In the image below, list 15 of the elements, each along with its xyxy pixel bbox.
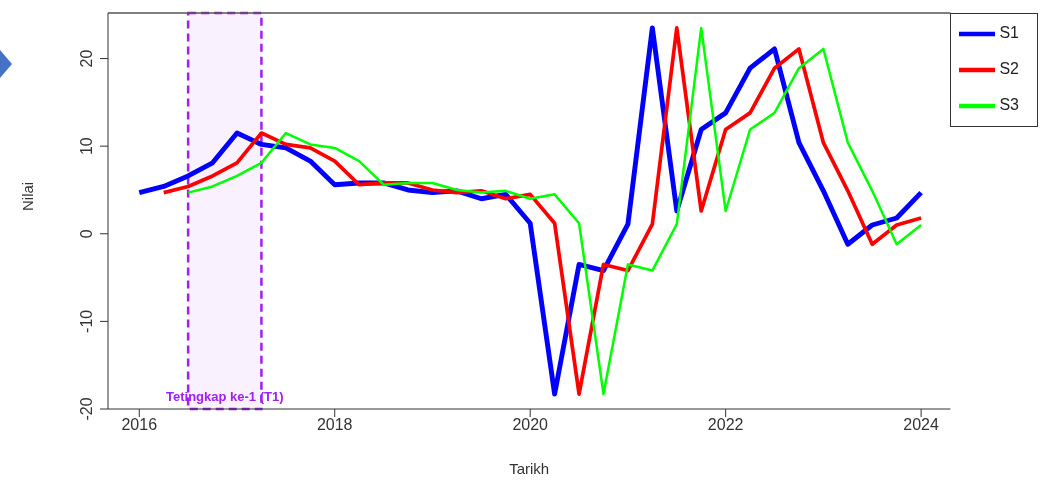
x-tick-label: 2018: [316, 416, 353, 434]
x-tick-label: 2016: [121, 416, 158, 434]
x-tick-label: 2022: [707, 416, 744, 434]
x-tick-label: 2020: [512, 416, 549, 434]
y-tick-label: 0: [78, 229, 95, 239]
legend-label: S1: [999, 24, 1019, 42]
y-tick-label: 20: [78, 49, 95, 68]
legend-label: S2: [999, 60, 1019, 78]
y-tick-label: -10: [78, 309, 95, 333]
y-axis-title: Nilai: [19, 181, 37, 211]
x-tick-label: 2024: [903, 416, 939, 434]
y-tick-label: 10: [78, 137, 95, 156]
y-tick-label: -20: [78, 397, 95, 421]
x-axis-title: Tarikh: [509, 460, 550, 477]
legend-label: S3: [999, 96, 1019, 114]
